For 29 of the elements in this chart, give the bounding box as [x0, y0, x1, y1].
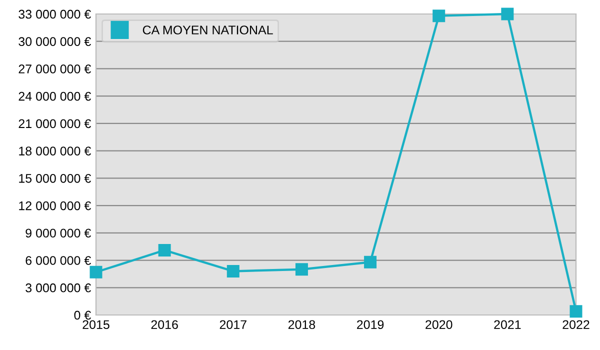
x-tick-label: 2022 [562, 320, 590, 330]
point [158, 244, 171, 256]
x-tick-label: 2018 [288, 320, 316, 330]
y-tick-label: 18 000 000 € [19, 146, 91, 156]
point [432, 10, 446, 22]
y-tick-label: 0 € [74, 310, 91, 320]
x-tick-label: 2017 [220, 320, 246, 330]
y-tick-label: 9 000 000 € [26, 228, 91, 238]
point [364, 256, 377, 268]
y-tick-label: 33 000 000 € [18, 10, 91, 19]
y-tick-label: 24 000 000 € [18, 92, 91, 101]
x-tick-label: 2016 [151, 320, 178, 330]
y-tick-label: 30 000 000 € [18, 37, 91, 46]
y-tick-label: 27 000 000 € [18, 64, 91, 74]
point [570, 305, 582, 318]
y-tick-label: 12 000 000 € [19, 201, 91, 210]
legend-label: CA MOYEN NATIONAL [142, 26, 273, 34]
x-tick-label: 2015 [82, 320, 110, 330]
point [226, 264, 240, 278]
point [295, 263, 308, 276]
x-tick-label: 2020 [426, 320, 452, 330]
point [90, 266, 102, 278]
x-tick-label: 2019 [357, 320, 384, 330]
y-tick-label: 6 000 000 € [26, 256, 91, 265]
y-tick-label: 15 000 000 € [19, 174, 91, 183]
x-tick-label: 2021 [494, 320, 521, 330]
y-tick-label: 21 000 000 € [18, 119, 91, 128]
point [501, 8, 514, 20]
y-tick-label: 3 000 000 € [26, 283, 91, 292]
